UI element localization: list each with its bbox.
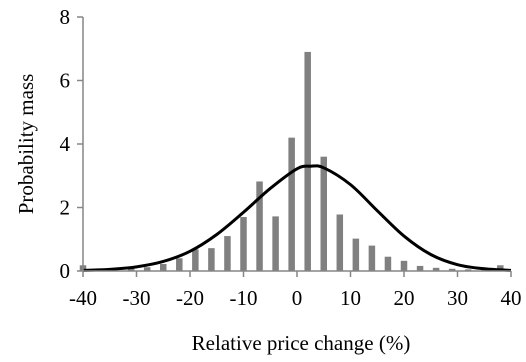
x-tick-label: 30 [447,286,468,310]
bar [497,265,504,271]
bar [224,236,231,271]
bar [288,137,295,271]
bar [464,269,472,271]
y-tick-group: 0 2 4 6 8 [60,5,83,283]
x-tick-label: -10 [230,286,258,310]
bar [448,268,456,271]
bar [143,267,151,271]
bar [192,249,199,271]
x-tick-group: -40 -30 -20 -10 0 10 20 30 40 [69,271,522,310]
bar [352,238,360,271]
y-tick-label: 0 [60,259,71,283]
bar [127,268,135,271]
y-tick-label: 4 [60,132,71,156]
y-tick-label: 6 [60,69,71,93]
bar [432,267,440,271]
x-tick-label: -20 [176,286,204,310]
fitted-curve-line [82,164,512,272]
bar [368,245,376,271]
x-tick-label: 40 [501,286,522,310]
y-axis-title: Probability mass [14,74,38,215]
bar [416,265,424,271]
x-tick-label: 10 [340,286,361,310]
bar [256,181,263,271]
x-axis-title: Relative price change (%) [192,331,411,355]
bar [336,214,344,271]
bar [176,258,183,271]
bar [272,216,279,271]
bar-series [79,51,504,271]
bar [160,264,167,271]
bar [304,51,311,271]
x-tick-label: -30 [123,286,151,310]
bar [384,256,392,271]
bar [320,156,327,271]
x-tick-label: 20 [394,286,415,310]
y-tick-label: 2 [60,196,71,220]
y-tick-label: 8 [60,5,71,29]
bar [400,260,408,271]
x-tick-label: 0 [292,286,303,310]
x-tick-label: -40 [69,286,97,310]
bar [240,217,247,271]
bar [208,248,215,271]
